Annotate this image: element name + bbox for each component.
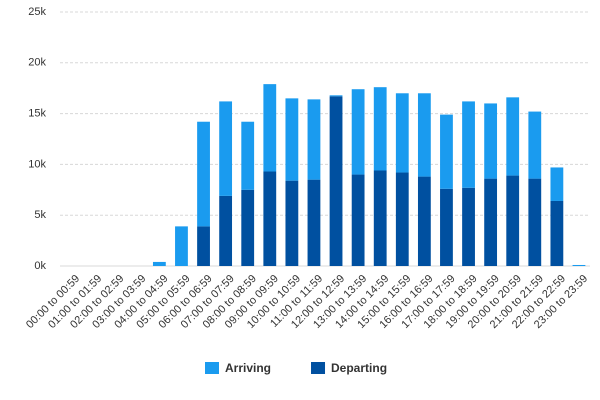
legend: Arriving Departing [205,361,387,375]
legend-item[interactable]: Arriving [205,361,271,375]
bar-segment [307,179,321,266]
bar-segment [219,195,233,266]
legend-swatch [205,362,219,374]
bar-segment [395,93,409,173]
legend-item[interactable]: Departing [311,361,387,375]
bar-segment [528,178,542,266]
bar-segment [440,114,453,189]
bar-segment [550,167,564,201]
bar-segment [462,101,475,188]
y-tick-label: 20k [28,57,46,69]
y-tick-label: 5k [34,209,46,221]
bar-segment [462,187,475,266]
bar-segment [219,101,233,196]
bar-segment [197,226,210,266]
bar-segment [329,95,343,97]
bar-segment [307,99,321,180]
bar-segment [241,189,255,266]
legend-label: Arriving [225,361,271,375]
bar-segment [484,178,498,266]
bar-segment [285,180,299,266]
y-tick-label: 25k [28,6,46,18]
bar-segment [351,174,365,266]
bar-segment [417,93,431,177]
bar-segment [285,98,299,181]
bar-segment [417,176,431,266]
bar-segment [241,121,255,190]
bar-segment [395,172,409,266]
legend-swatch [311,362,326,374]
bar-segment [572,264,586,266]
bar-segment [506,97,520,176]
bar-segment [484,103,498,179]
legend-label: Departing [331,361,387,375]
bar-segment [373,170,387,266]
bar-segment [373,87,387,171]
bar-segment [329,96,343,266]
bar-segment [152,261,166,266]
bar-segment [351,89,365,175]
bar-segment [440,188,453,266]
y-tick-label: 10k [28,158,46,170]
bar-segment [528,111,542,179]
bar-segment [197,121,210,227]
bar-segment [263,171,277,266]
bar-segment [263,84,277,172]
y-tick-label: 0k [34,260,46,272]
bar-segment [175,226,188,266]
bar-segment [550,200,564,266]
y-tick-label: 15k [28,108,46,120]
bar-segment [506,175,520,266]
